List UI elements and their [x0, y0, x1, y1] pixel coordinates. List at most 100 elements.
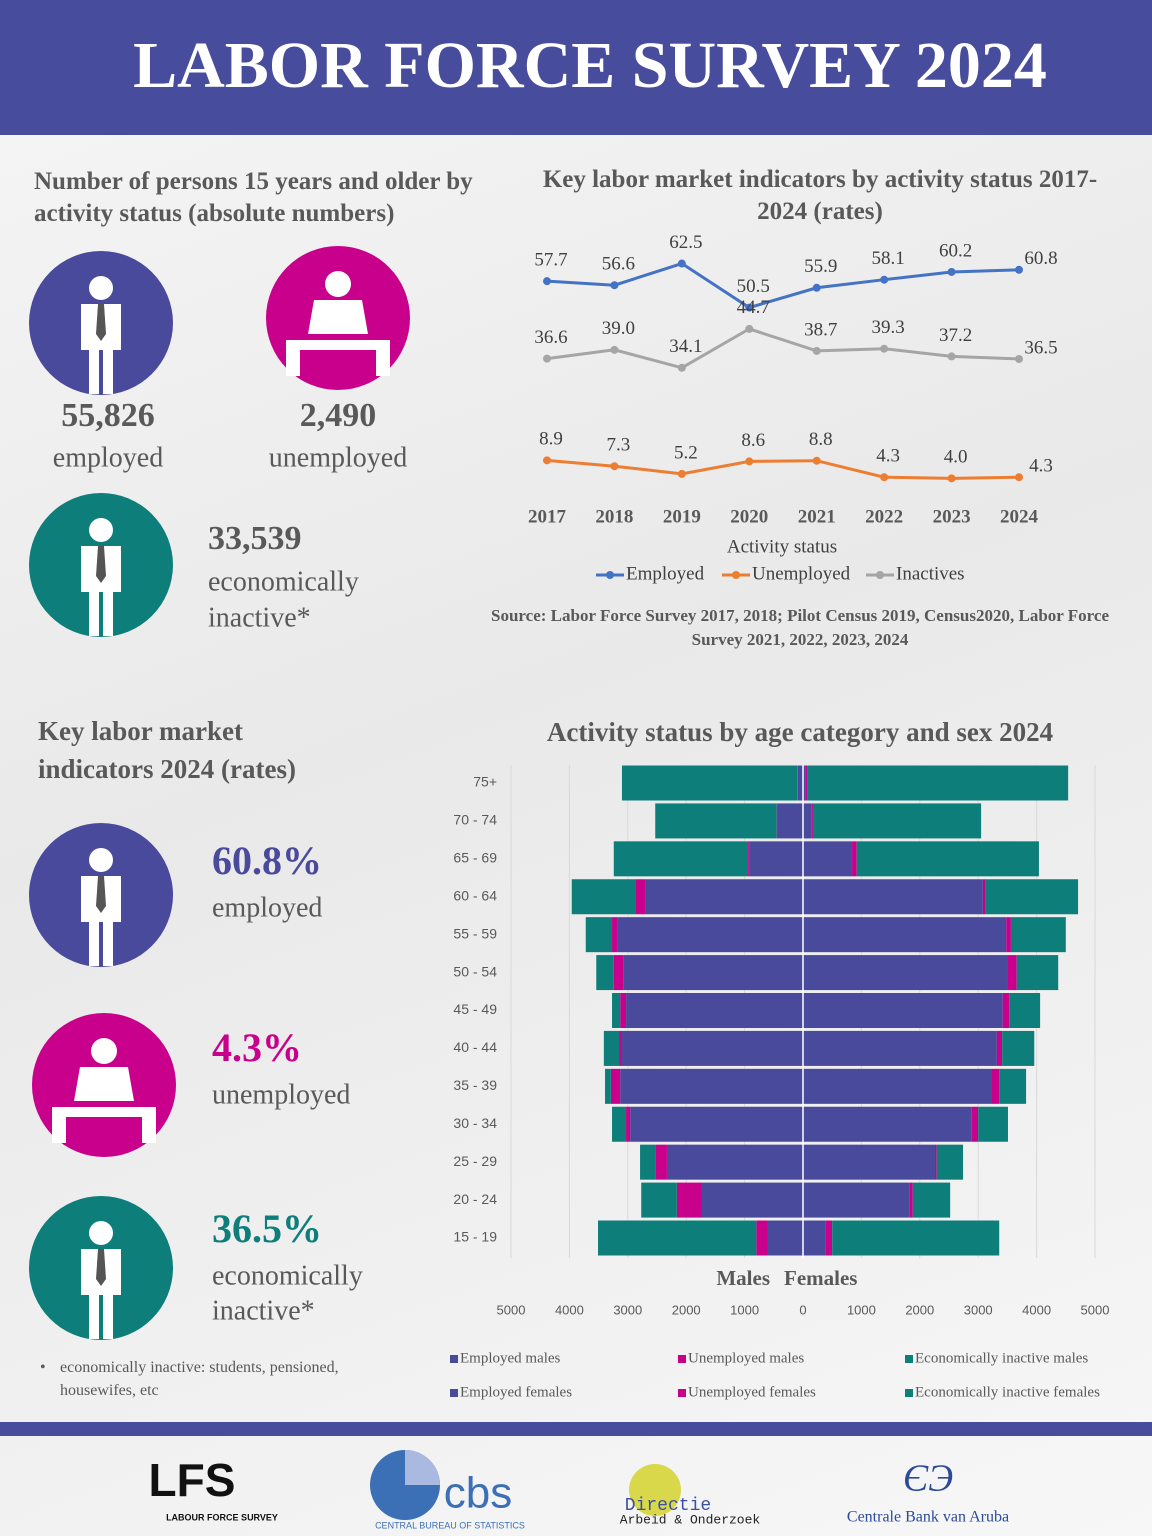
legend-label: Employed females [460, 1384, 572, 1400]
bullet: • [40, 1359, 46, 1376]
point [1015, 473, 1023, 482]
bar [620, 1068, 803, 1104]
bar [852, 841, 857, 877]
bar [803, 879, 983, 915]
bar [596, 955, 614, 991]
bar [776, 803, 778, 839]
legend-swatch [678, 1355, 686, 1363]
data-label: 55.9 [804, 256, 837, 277]
bar [626, 1106, 631, 1142]
legend-label: Unemployed [752, 563, 851, 584]
bar [623, 955, 803, 991]
bar [676, 1182, 702, 1218]
x-tick-label: 2017 [528, 506, 567, 527]
stat-label: inactive* [208, 602, 311, 633]
bar [619, 1030, 622, 1066]
stat-label: unemployed [269, 442, 407, 473]
point [880, 344, 889, 353]
x-tick-label: 5000 [1081, 1302, 1110, 1317]
footnote: • economically inactive: students, pensio… [40, 1356, 360, 1402]
bar [934, 1144, 937, 1180]
bar [767, 1220, 803, 1256]
bar [655, 1144, 667, 1180]
bar [803, 765, 806, 801]
bar [803, 917, 1007, 953]
logo-sun [629, 1464, 681, 1516]
bar [803, 1030, 997, 1066]
bar [1002, 993, 1010, 1028]
y-tick-label: 45 - 49 [453, 1001, 497, 1017]
bar [630, 1106, 803, 1142]
legend-label: Economically inactive males [915, 1350, 1088, 1366]
stat-label: economically [208, 566, 359, 597]
logo-sub: Arbeid & Onderzoek [620, 1512, 761, 1527]
bar [621, 1030, 803, 1066]
data-label: 50.5 [737, 276, 770, 297]
x-tick-label: 5000 [497, 1302, 526, 1317]
data-label: 39.3 [872, 317, 905, 338]
legend-swatch [905, 1355, 913, 1363]
chart-title: Key labor market indicators by activity … [542, 166, 1098, 225]
bar [805, 765, 808, 801]
point [543, 456, 551, 465]
bar [603, 1030, 620, 1066]
data-label: 8.9 [539, 429, 563, 450]
bar [909, 1182, 913, 1218]
bar [856, 841, 1039, 877]
legend-label: Inactives [896, 563, 965, 584]
footnote-text: economically inactive: students, pension… [60, 1359, 339, 1399]
point [745, 324, 754, 333]
data-label: 37.2 [939, 325, 972, 346]
logo-cbs-mark [405, 1450, 440, 1485]
logo-cbs: cbs [444, 1469, 512, 1518]
data-label: 62.5 [669, 232, 702, 253]
data-label: 60.8 [1024, 248, 1057, 269]
data-label: 7.3 [607, 435, 631, 456]
data-label: 39.0 [602, 318, 635, 339]
logo-cba: Centrale Bank van Aruba [847, 1509, 1009, 1526]
series-line [546, 458, 1020, 480]
bar [803, 955, 1008, 991]
bar [613, 955, 624, 991]
logo-sub: LABOUR FORCE SURVEY [166, 1512, 278, 1522]
bar [621, 765, 798, 801]
y-tick-label: 25 - 29 [453, 1153, 497, 1169]
bar [610, 1068, 621, 1104]
y-tick-label: 20 - 24 [453, 1191, 497, 1207]
y-tick-label: 35 - 39 [453, 1077, 497, 1093]
x-tick-label: 2020 [730, 506, 768, 527]
point [543, 354, 551, 363]
stat-value: 33,539 [208, 520, 302, 557]
x-tick-label: 2022 [865, 506, 903, 527]
rate-label: economically [212, 1260, 363, 1291]
bar [605, 1068, 611, 1104]
rate-value: 36.5% [212, 1206, 322, 1251]
bar [797, 765, 798, 801]
bar [996, 1030, 1003, 1066]
data-label: 56.6 [602, 254, 635, 275]
data-label: 5.2 [674, 442, 698, 463]
data-label: 4.3 [1029, 456, 1053, 477]
point [677, 469, 686, 478]
legend-swatch [876, 571, 884, 579]
logo-lfs: LFS [149, 1454, 236, 1506]
rate-label: inactive* [212, 1295, 315, 1326]
legend-label: Employed males [460, 1350, 561, 1366]
data-label: 44.7 [737, 297, 770, 318]
x-tick-label: 2023 [933, 506, 971, 527]
bar [1016, 955, 1059, 991]
logo-directie: Directie [625, 1496, 711, 1516]
x-tick-label: 3000 [964, 1302, 993, 1317]
bar [811, 803, 813, 839]
point [610, 462, 619, 471]
rate-label: employed [212, 892, 322, 923]
bar [999, 1068, 1027, 1104]
legend-label: Economically inactive females [915, 1384, 1100, 1400]
data-label: 4.3 [876, 446, 900, 467]
logo-cba-mark: ЄЭ [903, 1458, 953, 1500]
point [677, 363, 686, 372]
side-label: Females [784, 1266, 857, 1290]
rate-label: unemployed [212, 1079, 350, 1110]
